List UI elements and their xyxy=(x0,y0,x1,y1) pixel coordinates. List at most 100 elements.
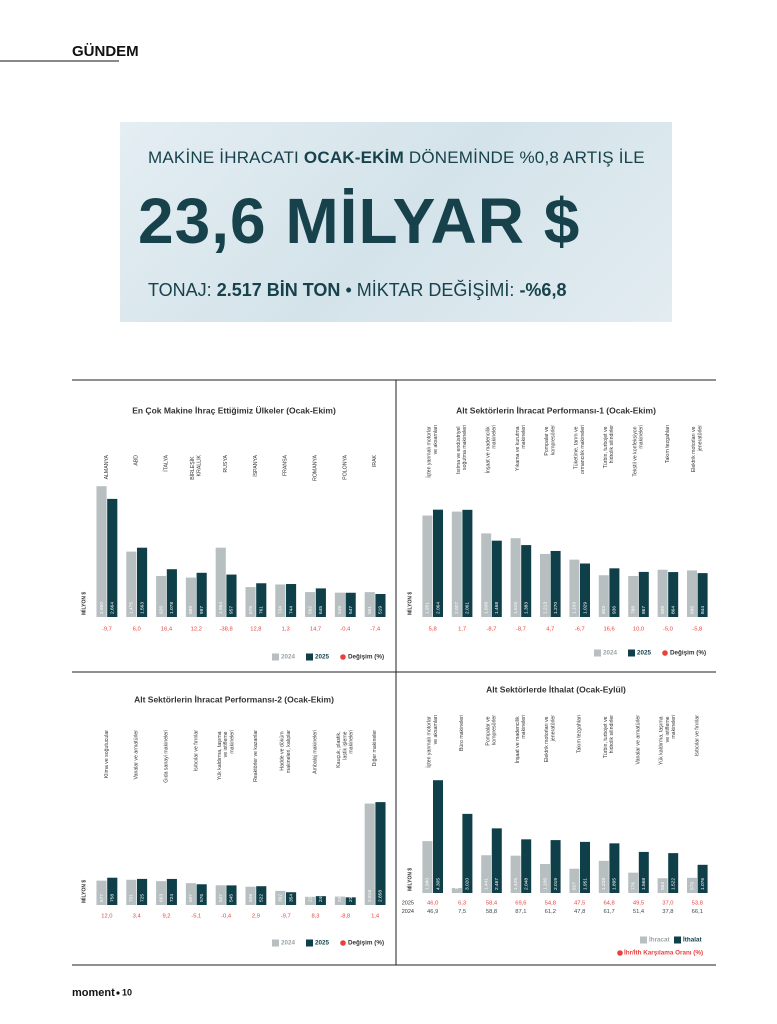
legend-dot xyxy=(340,654,346,660)
category-label: BİRLEŞİK KRALLIK xyxy=(190,454,203,479)
change-label: 6,3 xyxy=(458,901,466,907)
bar xyxy=(166,569,177,617)
category-label: Vanalar ve armatürler xyxy=(134,730,140,780)
change-label: 66,1 xyxy=(692,909,703,915)
legend-label: Değişim (%) xyxy=(348,940,384,947)
category-group: POLONYA xyxy=(343,454,349,479)
bar xyxy=(451,511,462,617)
value-label: 788 xyxy=(630,606,636,614)
bar xyxy=(628,576,639,617)
legend-dot xyxy=(340,940,346,946)
value-label-group: 2.061 xyxy=(465,602,471,614)
value-label: 213 xyxy=(348,894,354,902)
bar xyxy=(137,878,148,905)
value-label: 1.106 xyxy=(542,878,548,890)
change-label: 64,8 xyxy=(603,901,614,907)
value-label-group: 522 xyxy=(259,894,265,902)
value-label-group: 4.305 xyxy=(435,878,441,890)
value-label-group: 1.270 xyxy=(553,602,559,614)
bar xyxy=(334,592,345,617)
legend-dot xyxy=(617,950,623,956)
value-label-group: 776 xyxy=(630,882,636,890)
value-label: 547 xyxy=(348,606,354,614)
value-label-group: 227 xyxy=(307,894,313,902)
category-label: Türbin, turbojet ve hidrolik silindirler xyxy=(603,715,615,759)
category-label: Tekstil ve konfeksiyon makineleri xyxy=(633,425,645,477)
value-label-group: 1.475 xyxy=(129,602,135,614)
change-label: 51,4 xyxy=(633,909,645,915)
bar xyxy=(315,588,326,617)
value-label: 701 xyxy=(129,894,135,902)
value-label-group: 2.818 xyxy=(367,890,373,902)
category-label: Isıtıcılar ve fırınlar xyxy=(695,715,701,756)
value-label: 392 xyxy=(278,894,284,902)
value-label-group: 392 xyxy=(278,894,284,902)
banner-text: 2.517 BİN TON xyxy=(216,280,341,300)
value-label: 1.608 xyxy=(483,602,489,614)
legend-label: 2024 xyxy=(603,650,618,657)
value-label-group: 2.064 xyxy=(435,602,441,614)
value-label-group: 1.228 xyxy=(601,878,607,890)
bar xyxy=(598,575,609,617)
category-group: BİRLEŞİK KRALLIK xyxy=(190,454,203,479)
bar xyxy=(687,570,697,617)
change-label: -7,4 xyxy=(370,627,381,633)
bar xyxy=(668,853,679,893)
bar xyxy=(375,593,386,617)
value-label: 1.951 xyxy=(425,602,431,614)
bar xyxy=(638,851,649,893)
category-label: Elektrik motorları ve jeneratörler xyxy=(692,425,704,473)
value-label-group: 234 xyxy=(337,894,343,902)
bar xyxy=(226,885,237,905)
row-label: 2025 xyxy=(402,900,414,906)
bar xyxy=(540,864,550,893)
chart-title: Alt Sektörlerin İhracat Performansı-1 (O… xyxy=(456,405,656,415)
bar xyxy=(580,841,590,893)
bar xyxy=(305,592,316,617)
category-group: İçten yanmalı motorlar ve aksamları xyxy=(426,715,439,768)
value-label: 562 xyxy=(307,606,313,614)
value-label: 1.078 xyxy=(169,602,175,614)
value-label: 734 xyxy=(278,606,284,614)
page-number: 10 xyxy=(122,987,132,997)
category-group: İçten yanmalı motorlar ve aksamları xyxy=(426,425,439,478)
value-label: 2.858 xyxy=(378,890,384,902)
change-label: 61,2 xyxy=(545,909,556,915)
value-label: 1.515 xyxy=(513,602,519,614)
change-label: 47,5 xyxy=(574,901,585,907)
value-label-group: 354 xyxy=(288,894,294,902)
value-label: 926 xyxy=(158,606,164,614)
change-label: 12,0 xyxy=(101,914,112,920)
chart-title: En Çok Makine İhraç Ettiğimiz Ülkeler (O… xyxy=(132,405,336,415)
change-label: -9,7 xyxy=(102,627,112,633)
bar xyxy=(256,886,267,905)
category-label: Yük kaldırma, taşıma ve istifleme makine… xyxy=(659,715,677,765)
bar xyxy=(315,896,326,905)
row-label: 2024 xyxy=(402,909,414,915)
bar xyxy=(226,574,237,617)
bar xyxy=(657,569,668,617)
category-group: ABD xyxy=(134,455,140,466)
value-label-group: 701 xyxy=(129,894,135,902)
change-label: 14,7 xyxy=(310,627,321,633)
bar xyxy=(256,583,267,617)
category-group: Takım tezgahları xyxy=(577,715,583,753)
value-label: 2.027 xyxy=(454,602,460,614)
change-label: -5,0 xyxy=(663,627,673,633)
category-group: Türbin, turbojet ve hidrolik silindirler xyxy=(603,425,615,469)
value-label: 725 xyxy=(139,894,145,902)
category-label: Yıkama ve kurutma makineleri xyxy=(515,425,527,471)
value-label-group: 675 xyxy=(248,606,254,614)
banner-text: MAKİNE İHRACATI xyxy=(148,148,299,167)
bar xyxy=(569,868,580,893)
change-label: -0,4 xyxy=(340,627,351,633)
bar xyxy=(107,877,118,905)
value-label: 909 xyxy=(660,606,666,614)
bar xyxy=(433,509,443,617)
value-label: 675 xyxy=(248,606,254,614)
category-group: İnşaat ve madencilik makineleri xyxy=(485,425,498,473)
bar xyxy=(687,877,697,893)
value-label-group: 607 xyxy=(188,894,194,902)
value-label: 561 xyxy=(367,606,373,614)
category-group: Takım tezgahları xyxy=(665,425,671,463)
